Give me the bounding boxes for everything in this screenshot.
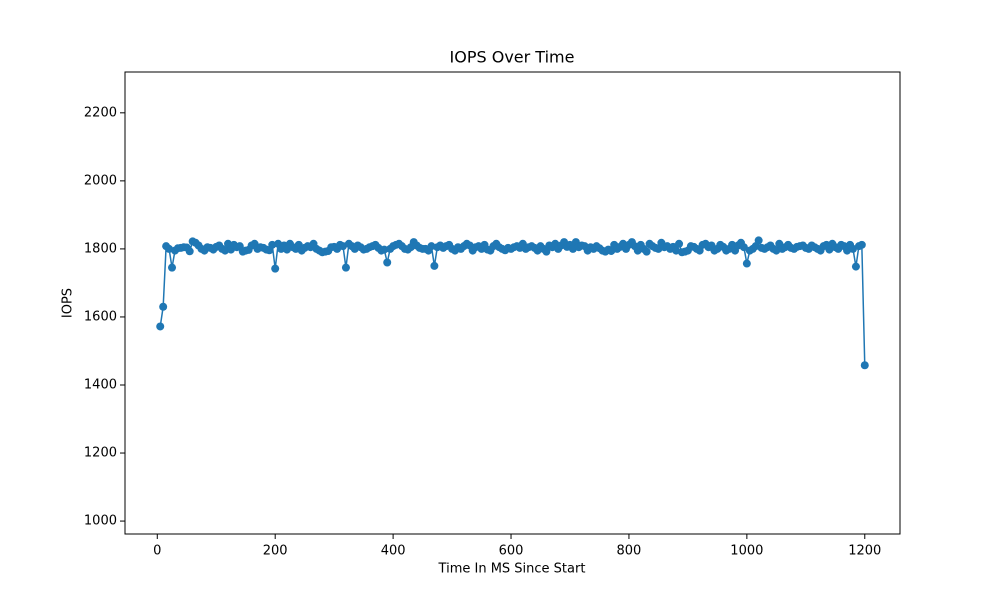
- data-point: [675, 239, 684, 248]
- data-point: [185, 247, 194, 256]
- data-point: [341, 263, 350, 272]
- x-tick-label: 1200: [848, 544, 881, 559]
- data-point: [221, 246, 230, 255]
- x-tick-label: 400: [381, 544, 406, 559]
- data-point: [754, 236, 763, 245]
- data-point: [851, 262, 860, 271]
- y-axis-label: IOPS: [61, 288, 76, 318]
- y-tick-label: 1600: [84, 309, 117, 324]
- x-axis-label: Time In MS Since Start: [438, 562, 586, 577]
- data-point: [268, 240, 277, 249]
- data-point: [156, 322, 165, 331]
- x-tick-label: 0: [153, 544, 161, 559]
- data-point: [742, 259, 751, 268]
- y-tick-label: 2000: [84, 173, 117, 188]
- y-tick-label: 1000: [84, 514, 117, 529]
- data-point: [860, 361, 869, 370]
- x-tick-label: 1000: [730, 544, 763, 559]
- x-tick-label: 200: [263, 544, 288, 559]
- data-point: [642, 247, 651, 256]
- data-point: [168, 263, 177, 272]
- data-point: [159, 302, 168, 311]
- plot-frame: [124, 71, 901, 535]
- data-point: [427, 242, 436, 251]
- data-point: [857, 240, 866, 249]
- data-point: [542, 247, 551, 256]
- y-tick-label: 2200: [84, 105, 117, 120]
- data-point: [380, 245, 389, 254]
- data-point: [383, 258, 392, 267]
- data-point: [739, 243, 748, 252]
- data-point: [271, 264, 280, 273]
- chart-title: IOPS Over Time: [450, 48, 575, 67]
- data-point: [430, 261, 439, 270]
- y-tick-label: 1200: [84, 446, 117, 461]
- x-tick-label: 800: [617, 544, 642, 559]
- y-tick-label: 1800: [84, 241, 117, 256]
- y-tick-label: 1400: [84, 377, 117, 392]
- x-tick-label: 600: [499, 544, 524, 559]
